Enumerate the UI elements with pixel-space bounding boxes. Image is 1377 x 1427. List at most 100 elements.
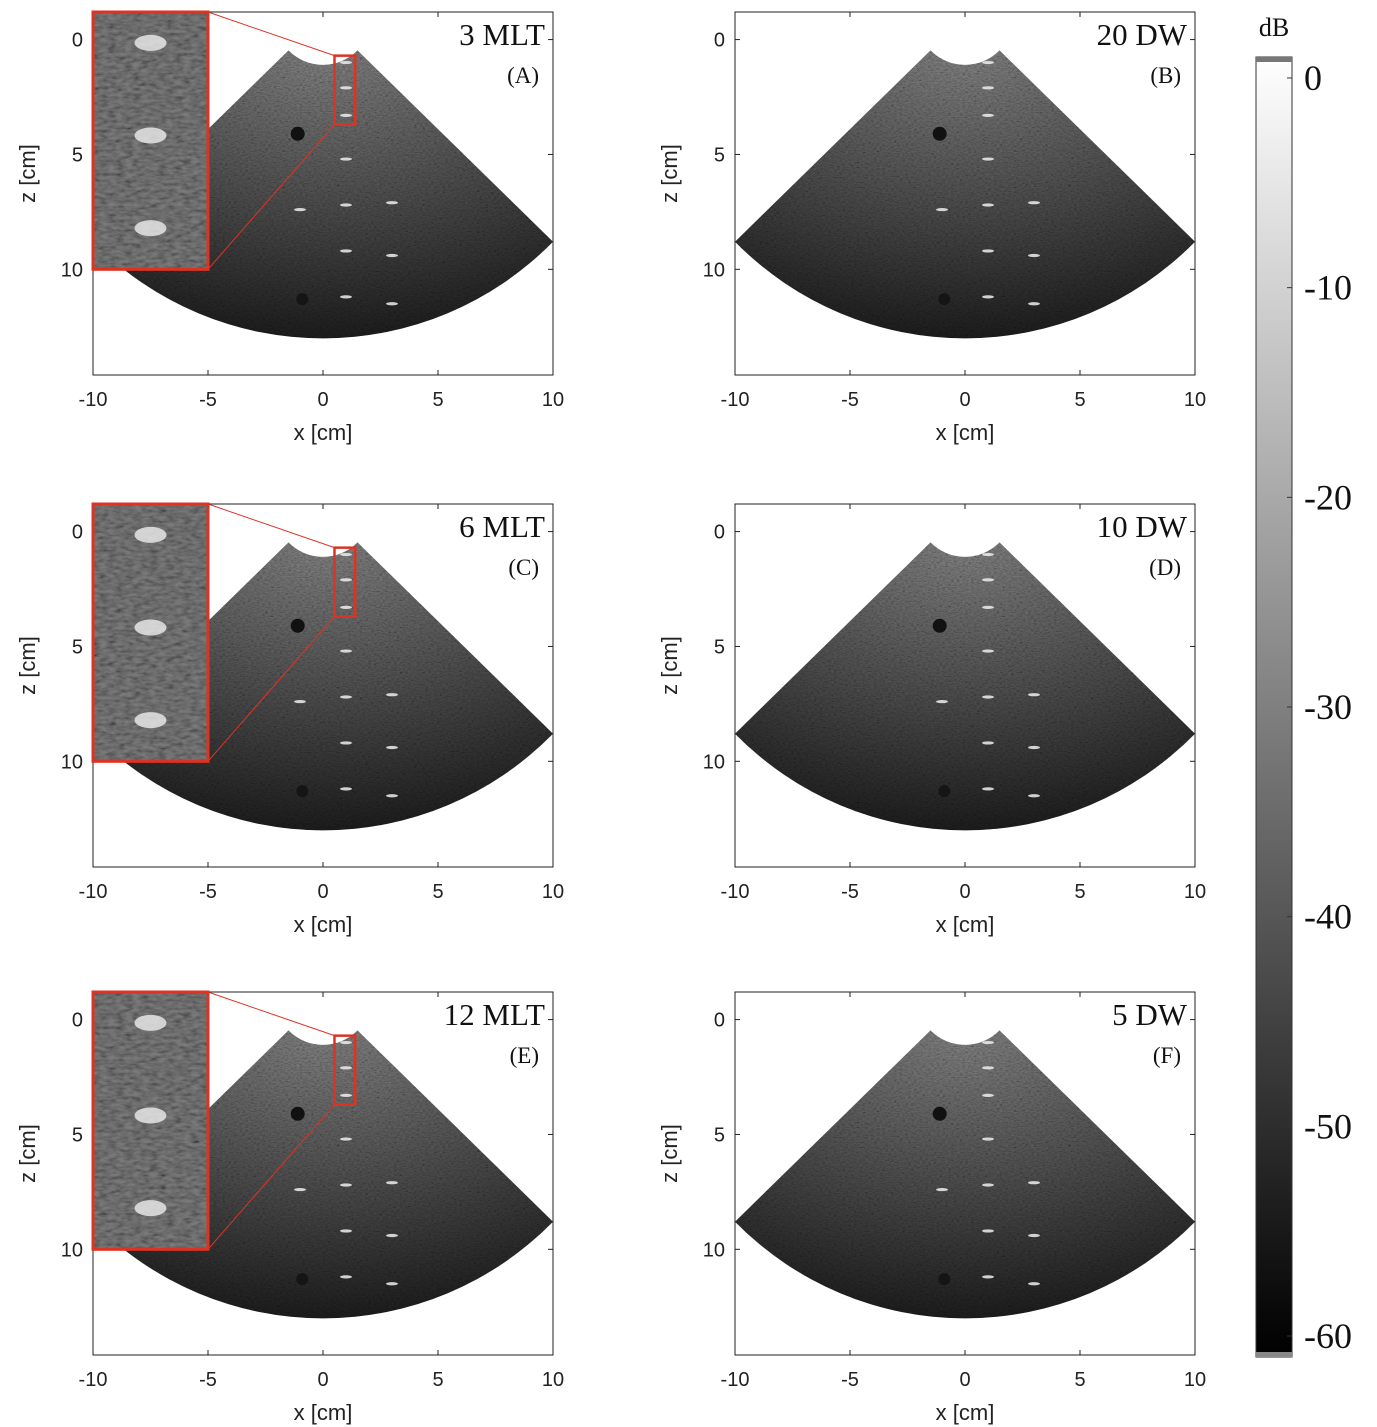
point-target [386, 253, 398, 258]
y-tick-label: 5 [714, 1124, 725, 1146]
inset-target [134, 127, 167, 144]
panel-title: 5 DW [1112, 997, 1188, 1032]
point-target [340, 695, 352, 699]
colorbar-cap [1256, 57, 1292, 62]
inset-target [134, 619, 167, 636]
point-target [982, 1066, 994, 1070]
x-tick-label: 5 [432, 389, 443, 411]
cyst [290, 1106, 305, 1121]
point-target [982, 157, 994, 161]
point-target [982, 578, 994, 582]
point-target [340, 157, 352, 161]
point-target [982, 1093, 994, 1097]
point-target [936, 207, 948, 212]
zoom-box [333, 546, 357, 618]
point-target [982, 249, 994, 253]
point-target [1028, 1282, 1040, 1286]
point-target [982, 1183, 994, 1187]
x-tick-label: -5 [841, 1369, 859, 1391]
x-tick-label: 10 [1184, 389, 1206, 411]
point-target [1028, 1233, 1040, 1238]
point-target [340, 649, 352, 653]
point-target [340, 578, 352, 582]
point-target [982, 295, 994, 299]
point-target [340, 1229, 352, 1233]
y-axis-label: z [cm] [15, 144, 40, 203]
x-tick-label: 0 [959, 389, 970, 411]
panel-subtitle: (B) [1150, 63, 1181, 88]
point-target [340, 1040, 352, 1045]
panel-title: 3 MLT [459, 17, 545, 52]
point-target [982, 113, 994, 117]
zoom-line [207, 11, 335, 57]
panel-title: 10 DW [1097, 509, 1188, 544]
point-target [1028, 253, 1040, 258]
point-target [982, 605, 994, 609]
zoom-box [333, 1034, 357, 1106]
panel-subtitle: (E) [510, 1043, 539, 1068]
point-target [386, 201, 398, 205]
x-tick-label: -10 [721, 1369, 750, 1391]
point-target [294, 1187, 306, 1192]
panel-subtitle: (D) [1149, 555, 1181, 580]
cyst [938, 293, 951, 306]
x-tick-label: 10 [542, 389, 564, 411]
point-target [982, 1275, 994, 1279]
inset-target [134, 34, 167, 51]
colorbar-label: dB [1259, 13, 1289, 42]
point-target [340, 787, 352, 791]
y-axis-label: z [cm] [15, 1124, 40, 1183]
x-tick-label: -5 [199, 1369, 217, 1391]
x-tick-label: 10 [1184, 1369, 1206, 1391]
cyst [290, 618, 305, 633]
point-target [982, 203, 994, 207]
x-tick-label: -10 [79, 389, 108, 411]
point-target [982, 552, 994, 557]
point-target [982, 649, 994, 653]
point-target [340, 249, 352, 253]
y-tick-label: 10 [61, 751, 83, 773]
x-tick-label: 10 [542, 1369, 564, 1391]
point-target [340, 741, 352, 745]
speckle [735, 50, 1195, 339]
cyst [938, 785, 951, 798]
y-tick-label: 5 [714, 636, 725, 658]
x-tick-label: -5 [841, 389, 859, 411]
x-tick-label: 10 [1184, 881, 1206, 903]
cyst [290, 126, 305, 141]
point-target [340, 1093, 352, 1097]
point-target [386, 745, 398, 750]
x-tick-label: 5 [432, 1369, 443, 1391]
zoom-line [207, 503, 335, 549]
point-target [386, 1233, 398, 1238]
point-target [1028, 693, 1040, 697]
cyst [296, 785, 309, 798]
x-tick-label: 0 [317, 881, 328, 903]
colorbar-cap [1256, 1352, 1292, 1357]
inset-target [134, 220, 167, 237]
point-target [386, 1282, 398, 1286]
y-tick-label: 10 [61, 259, 83, 281]
point-target [340, 86, 352, 90]
panel-subtitle: (F) [1153, 1043, 1181, 1068]
x-axis-label: x [cm] [936, 1400, 995, 1425]
inset-frame [91, 502, 210, 763]
x-tick-label: -10 [721, 389, 750, 411]
x-tick-label: -5 [199, 389, 217, 411]
y-axis-label: z [cm] [657, 144, 682, 203]
panel-subtitle: (A) [507, 63, 539, 88]
x-tick-label: -5 [199, 881, 217, 903]
panel: -10 -5 0 5 10 0 5 10 x [cm] z [cm] 10 DW (D) [657, 503, 1206, 937]
y-tick-label: 5 [72, 1124, 83, 1146]
x-tick-label: 0 [317, 389, 328, 411]
point-target [340, 60, 352, 65]
colorbar-tick-label: -50 [1304, 1106, 1352, 1146]
panel: -10 -5 0 5 10 0 5 10 x [cm] z [cm] 5 DW (F) [657, 991, 1206, 1425]
cyst [932, 1106, 947, 1121]
point-target [386, 794, 398, 798]
x-axis-label: x [cm] [936, 420, 995, 445]
point-target [982, 1040, 994, 1045]
y-tick-label: 10 [703, 751, 725, 773]
x-tick-label: 0 [317, 1369, 328, 1391]
cyst [296, 293, 309, 306]
